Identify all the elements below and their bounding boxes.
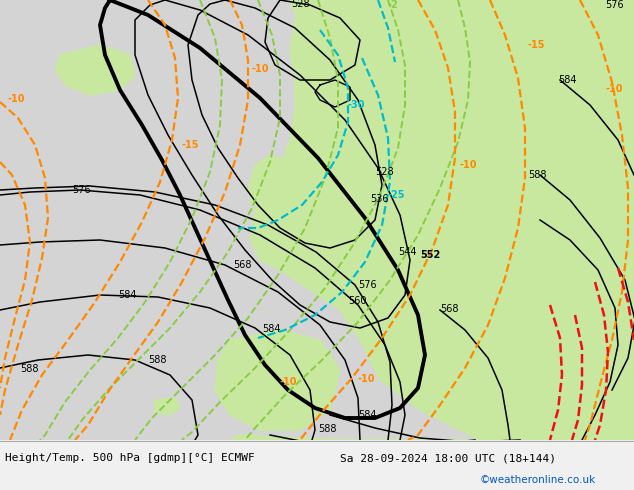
Text: Sa 28-09-2024 18:00 UTC (18+144): Sa 28-09-2024 18:00 UTC (18+144) bbox=[340, 453, 556, 463]
Text: 568: 568 bbox=[440, 304, 458, 314]
Text: 584: 584 bbox=[558, 75, 576, 85]
Text: -10: -10 bbox=[460, 160, 477, 170]
Text: -25: -25 bbox=[388, 190, 406, 200]
Text: -15: -15 bbox=[182, 140, 200, 150]
Text: 552: 552 bbox=[420, 250, 440, 260]
Text: -30: -30 bbox=[348, 100, 365, 110]
Text: 576: 576 bbox=[358, 280, 377, 290]
Text: 560: 560 bbox=[348, 296, 366, 306]
Text: -10: -10 bbox=[606, 84, 623, 94]
Text: Height/Temp. 500 hPa [gdmp][°C] ECMWF: Height/Temp. 500 hPa [gdmp][°C] ECMWF bbox=[5, 453, 255, 463]
Text: 536: 536 bbox=[370, 194, 389, 204]
Polygon shape bbox=[248, 155, 290, 210]
Text: ©weatheronline.co.uk: ©weatheronline.co.uk bbox=[480, 475, 596, 485]
Text: 584: 584 bbox=[118, 290, 136, 300]
Text: 588: 588 bbox=[148, 355, 167, 365]
Text: 528: 528 bbox=[375, 167, 394, 177]
Polygon shape bbox=[55, 45, 135, 95]
Text: -10: -10 bbox=[358, 374, 375, 384]
Text: 528: 528 bbox=[290, 0, 309, 9]
Polygon shape bbox=[215, 330, 340, 430]
Text: 544: 544 bbox=[398, 247, 417, 257]
Text: -10: -10 bbox=[252, 64, 269, 74]
Text: 584: 584 bbox=[358, 410, 377, 420]
Text: 588: 588 bbox=[528, 170, 547, 180]
Text: -10: -10 bbox=[280, 377, 297, 387]
Text: 588: 588 bbox=[20, 364, 39, 374]
Text: 576: 576 bbox=[605, 0, 624, 10]
Text: 588: 588 bbox=[318, 424, 337, 434]
Text: -15: -15 bbox=[528, 40, 545, 50]
Polygon shape bbox=[230, 435, 500, 440]
Polygon shape bbox=[155, 398, 180, 415]
Text: 584: 584 bbox=[262, 324, 280, 334]
Polygon shape bbox=[250, 0, 634, 440]
Text: -2: -2 bbox=[388, 0, 399, 10]
Text: 568: 568 bbox=[233, 260, 252, 270]
Polygon shape bbox=[290, 0, 450, 130]
Text: -10: -10 bbox=[7, 94, 25, 104]
Text: 576: 576 bbox=[72, 185, 91, 195]
